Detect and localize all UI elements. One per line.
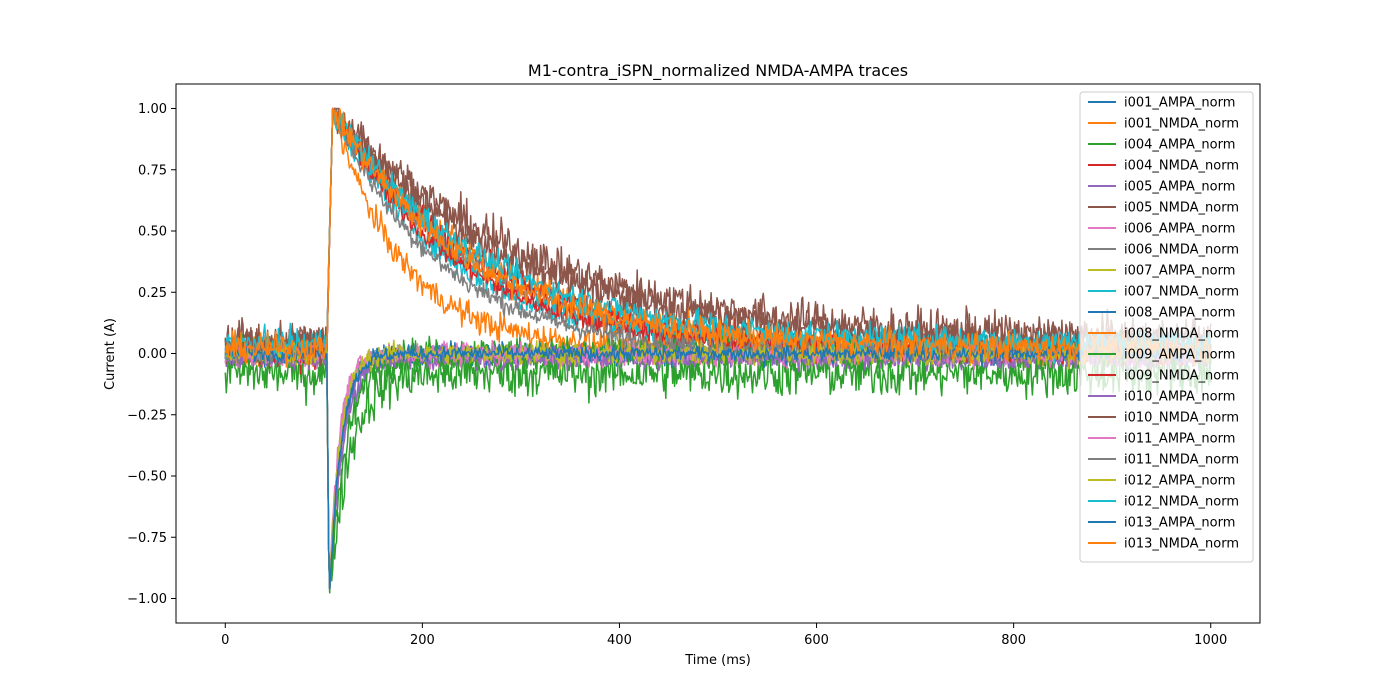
x-tick-label: 0 — [221, 633, 229, 648]
x-tick-label: 600 — [804, 633, 829, 648]
legend-label: i006_AMPA_norm — [1124, 222, 1235, 237]
legend-label: i009_AMPA_norm — [1124, 348, 1235, 363]
legend-label: i004_AMPA_norm — [1124, 138, 1235, 153]
legend-label: i013_NMDA_norm — [1124, 537, 1239, 552]
x-tick-label: 800 — [1001, 633, 1026, 648]
legend-label: i009_NMDA_norm — [1124, 369, 1239, 384]
y-tick-label: −1.00 — [127, 592, 167, 607]
plot-area — [175, 83, 1261, 624]
trace-i013_NMDA_norm — [225, 107, 1212, 368]
legend-label: i001_NMDA_norm — [1124, 117, 1239, 132]
y-tick-label: 0.00 — [138, 347, 167, 362]
legend: i001_AMPA_norm i001_NMDA_norm i004_AMPA_no… — [1079, 91, 1254, 563]
trace-i013_AMPA_norm — [224, 343, 1212, 590]
y-axis-title: Current (A) — [103, 318, 118, 390]
y-tick-label: 0.50 — [138, 225, 167, 240]
y-tick-label: −0.75 — [127, 531, 167, 546]
x-axis-title: Time (ms) — [684, 653, 751, 668]
legend-label: i005_AMPA_norm — [1124, 180, 1235, 195]
y-tick-label: −0.50 — [127, 470, 167, 485]
y-tick-label: −0.25 — [127, 408, 167, 423]
legend-label: i010_AMPA_norm — [1124, 390, 1235, 405]
chart-title: M1-contra_iSPN_normalized NMDA-AMPA trac… — [528, 61, 908, 81]
legend-label: i011_AMPA_norm — [1124, 432, 1235, 447]
y-axis: 1.00 0.75 0.50 0.25 0.00 −0.25 −0.50 −0.75 −1.00 — [127, 102, 176, 607]
x-tick-label: 200 — [410, 633, 435, 648]
legend-label: i012_NMDA_norm — [1124, 495, 1239, 510]
legend-label: i005_NMDA_norm — [1124, 201, 1239, 216]
x-tick-label: 1000 — [1194, 633, 1227, 648]
trace-lines — [224, 107, 1212, 594]
x-tick-label: 400 — [607, 633, 632, 648]
legend-label: i010_NMDA_norm — [1124, 411, 1239, 426]
legend-label: i012_AMPA_norm — [1124, 474, 1235, 489]
legend-label: i007_NMDA_norm — [1124, 285, 1239, 300]
x-axis: 0 200 400 600 800 1000 — [221, 623, 1227, 648]
legend-label: i008_NMDA_norm — [1124, 327, 1239, 342]
legend-label: i001_AMPA_norm — [1124, 96, 1235, 111]
legend-label: i004_NMDA_norm — [1124, 159, 1239, 174]
y-tick-label: 0.75 — [138, 163, 167, 178]
legend-label: i006_NMDA_norm — [1124, 243, 1239, 258]
legend-box — [1079, 91, 1254, 563]
y-tick-label: 1.00 — [138, 102, 167, 117]
y-tick-label: 0.25 — [138, 286, 167, 301]
legend-label: i008_AMPA_norm — [1124, 306, 1235, 321]
trace-i004_AMPA_norm — [224, 338, 1212, 594]
legend-label: i011_NMDA_norm — [1124, 453, 1239, 468]
legend-label: i013_AMPA_norm — [1124, 516, 1235, 531]
legend-label: i007_AMPA_norm — [1124, 264, 1235, 279]
